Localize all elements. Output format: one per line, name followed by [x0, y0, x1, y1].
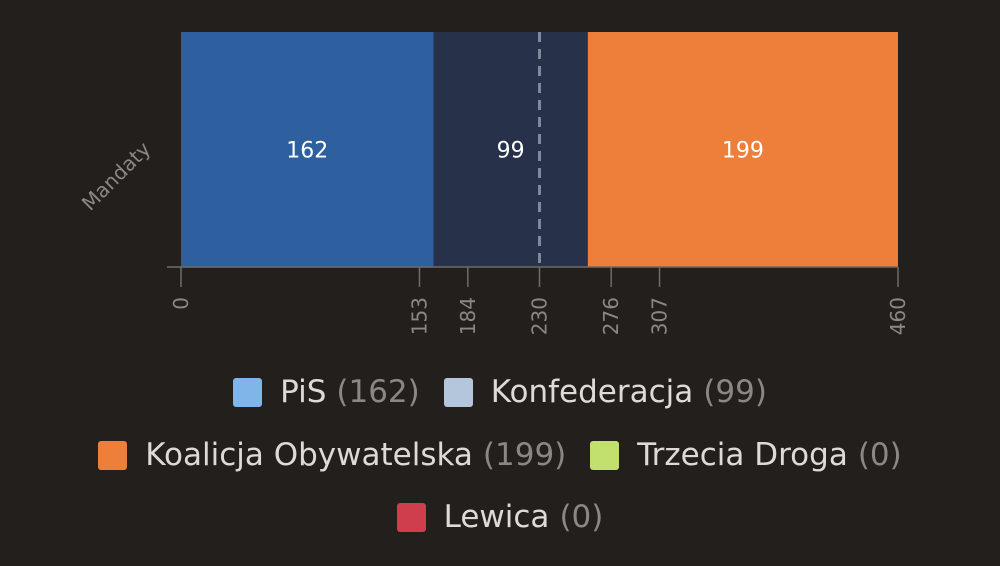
legend-item-lewica[interactable]: Lewica (0): [396, 499, 604, 535]
bar-value-label: 162: [286, 139, 328, 164]
legend-row: PiS (162) Konfederacja (99): [0, 374, 1000, 410]
x-tick-label: 184: [456, 297, 480, 335]
legend-label: PiS: [280, 374, 327, 410]
legend-count: (162): [336, 374, 420, 410]
bar-pis[interactable]: [181, 32, 434, 267]
legend-item-trzecia-droga[interactable]: Trzecia Droga (0): [590, 437, 902, 473]
x-tick-label: 276: [599, 297, 623, 335]
seat-distribution-chart: 162 99 199 0 153 184 230 276 307 460 Mandaty: [77, 32, 910, 335]
legend-count: (199): [482, 437, 567, 473]
x-tick-label: 230: [528, 297, 552, 335]
legend-row: Koalicja Obywatelska (199) Trzecia Droga…: [0, 437, 1000, 473]
x-axis-ticks: 0 153 184 230 276 307 460: [169, 267, 910, 335]
bar-labels-group: 162 99 199: [286, 139, 764, 164]
legend-label: Konfederacja: [490, 374, 694, 410]
legend-label: Koalicja Obywatelska: [145, 437, 473, 473]
x-tick-label: 307: [648, 297, 672, 335]
legend-label: Trzecia Droga: [637, 437, 848, 473]
legend-label: Lewica: [443, 499, 550, 535]
legend-swatch: [443, 377, 473, 407]
legend-item-konfederacja[interactable]: Konfederacja (99): [443, 374, 767, 410]
legend-count: (0): [857, 437, 902, 473]
bar-konfederacja[interactable]: [433, 32, 588, 267]
bar-value-label: 199: [722, 139, 764, 164]
legend-count: (0): [559, 499, 604, 535]
legend-swatch: [396, 502, 426, 532]
x-tick-label: 460: [886, 297, 910, 335]
bar-value-label: 99: [497, 139, 525, 164]
legend-count: (99): [703, 374, 767, 410]
legend-item-pis[interactable]: PiS (162): [233, 374, 420, 410]
y-axis-label: Mandaty: [77, 137, 155, 215]
legend-swatch: [98, 440, 128, 470]
legend-swatch: [233, 377, 263, 407]
bar-koalicja-obywatelska[interactable]: [587, 32, 898, 267]
legend-item-koalicja-obywatelska[interactable]: Koalicja Obywatelska (199): [98, 437, 566, 473]
legend-row: Lewica (0): [0, 499, 1000, 535]
x-tick-label: 0: [169, 297, 193, 310]
x-tick-label: 153: [407, 297, 431, 335]
bars-group: [181, 32, 898, 267]
legend-swatch: [590, 440, 620, 470]
